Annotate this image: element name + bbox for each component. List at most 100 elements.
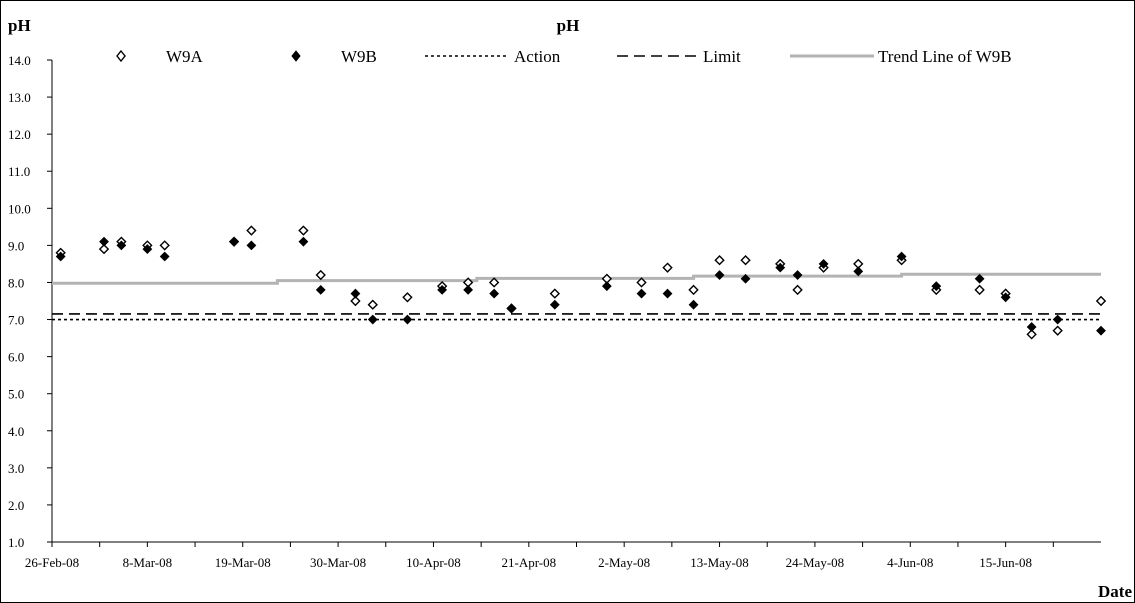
x-tick-label: 13-May-08 bbox=[690, 555, 749, 570]
w9a-point bbox=[488, 277, 500, 288]
w9b-point bbox=[1096, 325, 1106, 336]
w9b-point bbox=[549, 299, 560, 310]
w9b-point bbox=[159, 251, 170, 262]
x-tick-labels: 26-Feb-08 8-Mar-08 19-Mar-08 30-Mar-08 10-Ap… bbox=[25, 555, 1032, 570]
series-w9b bbox=[55, 236, 1106, 336]
x-axis-label: Date bbox=[1098, 582, 1132, 601]
w9b-point bbox=[229, 236, 239, 247]
w9b-point bbox=[55, 251, 66, 262]
y-tick-label: 14.0 bbox=[8, 53, 31, 68]
legend-label-limit: Limit bbox=[703, 47, 741, 66]
y-tick-label: 3.0 bbox=[8, 461, 24, 476]
x-tick-label: 8-Mar-08 bbox=[123, 555, 173, 570]
w9a-point bbox=[159, 240, 170, 251]
open-diamond-marker-icon bbox=[116, 49, 126, 63]
x-tick-label: 19-Mar-08 bbox=[215, 555, 271, 570]
w9b-point bbox=[818, 259, 829, 269]
legend-item-trend: Trend Line of W9B bbox=[790, 47, 1012, 66]
w9a-point bbox=[98, 243, 110, 255]
legend-item-limit: Limit bbox=[617, 47, 741, 66]
w9b-point bbox=[1000, 292, 1011, 303]
x-tick-label: 26-Feb-08 bbox=[25, 555, 79, 570]
w9a-point bbox=[298, 225, 309, 236]
w9b-point bbox=[740, 273, 751, 284]
w9a-point bbox=[688, 284, 699, 296]
w9b-point bbox=[142, 244, 153, 254]
w9a-point bbox=[636, 277, 647, 288]
x-tick-label: 10-Apr-08 bbox=[406, 555, 461, 570]
y-tick-label: 9.0 bbox=[8, 238, 24, 253]
legend-item-action: Action bbox=[425, 47, 561, 66]
legend-label-trend: Trend Line of W9B bbox=[878, 47, 1012, 66]
w9a-point bbox=[662, 262, 673, 273]
w9b-point bbox=[246, 240, 257, 251]
axes bbox=[47, 59, 1101, 547]
w9b-point bbox=[402, 314, 413, 325]
w9a-point bbox=[549, 288, 561, 299]
y-tick-label: 8.0 bbox=[8, 275, 24, 290]
legend: W9A W9B Action Limit Trend Line of W9B bbox=[116, 47, 1012, 66]
y-tick-label: 4.0 bbox=[8, 424, 24, 439]
y-tick-label: 6.0 bbox=[8, 350, 24, 365]
w9a-point bbox=[367, 299, 378, 310]
w9b-point bbox=[437, 284, 448, 295]
y-tick-label: 5.0 bbox=[8, 387, 24, 402]
w9b-point bbox=[792, 270, 803, 280]
w9a-point bbox=[246, 225, 257, 236]
x-tick-label: 4-Jun-08 bbox=[887, 555, 933, 570]
w9b-point bbox=[99, 236, 109, 247]
w9a-point bbox=[974, 284, 985, 296]
w9b-point bbox=[116, 240, 127, 251]
w9b-point bbox=[315, 284, 326, 295]
x-tick-label: 30-Mar-08 bbox=[310, 555, 366, 570]
w9b-point bbox=[636, 288, 647, 299]
w9b-point bbox=[853, 266, 864, 277]
w9a-point bbox=[740, 255, 751, 266]
y-axis-label: pH bbox=[8, 16, 31, 35]
x-tick-label: 21-Apr-08 bbox=[502, 555, 557, 570]
y-tick-labels: 1.0 2.0 3.0 4.0 5.0 6.0 7.0 8.0 9.0 10.0 11.0 12.0 1… bbox=[8, 53, 31, 550]
y-tick-label: 1.0 bbox=[8, 535, 24, 550]
y-tick-label: 12.0 bbox=[8, 127, 31, 142]
trend-line-w9b bbox=[52, 272, 1101, 285]
w9b-point bbox=[601, 281, 612, 292]
w9a-point bbox=[1095, 295, 1107, 307]
w9b-point bbox=[662, 288, 673, 299]
y-tick-label: 13.0 bbox=[8, 90, 31, 105]
w9b-point bbox=[367, 314, 378, 325]
w9b-point bbox=[931, 281, 942, 292]
y-tick-label: 11.0 bbox=[8, 164, 30, 179]
legend-item-w9b: W9B bbox=[291, 47, 377, 66]
chart-title: pH bbox=[557, 16, 580, 35]
reference-lines bbox=[52, 313, 1101, 321]
legend-item-w9a: W9A bbox=[116, 47, 204, 66]
trend-layer bbox=[52, 272, 1101, 285]
w9b-point bbox=[775, 262, 786, 273]
filled-diamond-marker-icon bbox=[291, 50, 301, 62]
w9a-point bbox=[1026, 329, 1037, 340]
w9b-point bbox=[1052, 314, 1063, 325]
w9a-point bbox=[714, 255, 725, 266]
w9b-point bbox=[298, 236, 309, 247]
w9b-point bbox=[489, 288, 500, 299]
x-tick-label: 24-May-08 bbox=[786, 555, 845, 570]
w9b-point bbox=[1026, 322, 1037, 332]
x-tick-label: 15-Jun-08 bbox=[979, 555, 1032, 570]
w9a-point bbox=[1052, 325, 1063, 336]
y-tick-label: 10.0 bbox=[8, 201, 31, 216]
w9a-point bbox=[350, 295, 361, 307]
w9a-point bbox=[315, 269, 326, 281]
legend-label-action: Action bbox=[514, 47, 561, 66]
y-tick-label: 2.0 bbox=[8, 498, 24, 513]
legend-label-w9a: W9A bbox=[166, 47, 204, 66]
w9b-point bbox=[714, 270, 725, 280]
w9b-point bbox=[896, 251, 907, 262]
w9a-point bbox=[402, 292, 413, 303]
w9b-point bbox=[506, 303, 517, 314]
w9b-point bbox=[688, 299, 699, 310]
w9b-point bbox=[463, 284, 474, 295]
w9a-point bbox=[792, 284, 803, 296]
